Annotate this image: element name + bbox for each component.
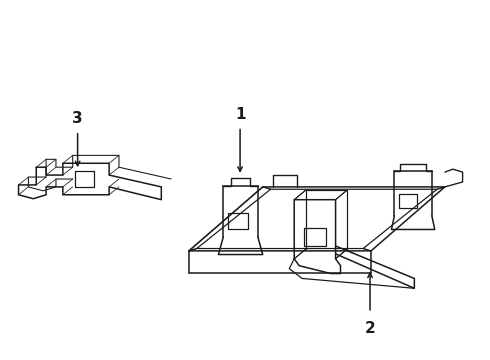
- Text: 2: 2: [365, 321, 375, 336]
- Text: 3: 3: [73, 111, 83, 126]
- Text: 1: 1: [235, 107, 245, 122]
